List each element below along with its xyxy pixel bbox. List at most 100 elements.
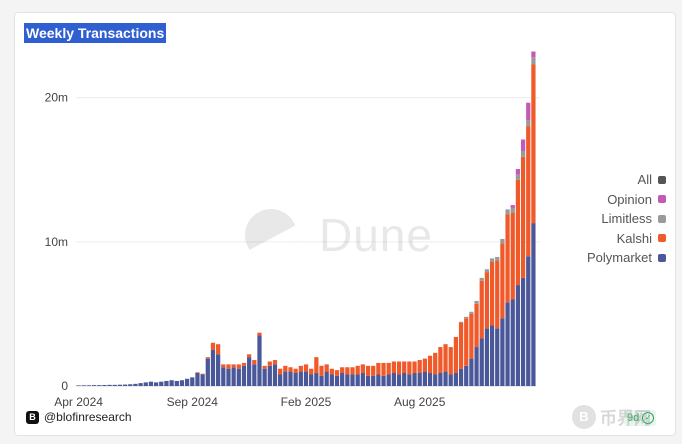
bar-kalshi[interactable]: [298, 365, 303, 372]
bar-polymarket[interactable]: [231, 367, 236, 386]
bar-polymarket[interactable]: [448, 374, 453, 386]
bar-limitless[interactable]: [526, 120, 531, 127]
bar-polymarket[interactable]: [510, 299, 515, 387]
bar-kalshi[interactable]: [205, 357, 210, 359]
author-footer[interactable]: B @blofinresearch: [26, 410, 132, 424]
bar-polymarket[interactable]: [91, 385, 97, 386]
bar-kalshi[interactable]: [489, 262, 495, 326]
bar-polymarket[interactable]: [314, 373, 319, 386]
bar-polymarket[interactable]: [267, 365, 272, 386]
bar-kalshi[interactable]: [329, 368, 334, 375]
bar-polymarket[interactable]: [81, 385, 86, 386]
bar-kalshi[interactable]: [453, 336, 459, 374]
bar-polymarket[interactable]: [221, 367, 226, 386]
bar-kalshi[interactable]: [210, 342, 216, 350]
bar-polymarket[interactable]: [479, 338, 484, 386]
bar-polymarket[interactable]: [122, 384, 128, 386]
bar-polymarket[interactable]: [495, 328, 500, 386]
bar-opinion[interactable]: [515, 169, 521, 175]
bar-polymarket[interactable]: [107, 384, 112, 386]
bar-kalshi[interactable]: [469, 313, 474, 359]
bar-kalshi[interactable]: [417, 360, 422, 374]
bar-kalshi[interactable]: [267, 361, 272, 366]
bar-kalshi[interactable]: [376, 362, 381, 375]
bar-polymarket[interactable]: [200, 374, 205, 386]
query-age-badge[interactable]: 9d ✓: [624, 410, 657, 426]
bar-limitless[interactable]: [458, 321, 464, 323]
bar-polymarket[interactable]: [360, 373, 365, 386]
bar-kalshi[interactable]: [319, 365, 324, 376]
bar-kalshi[interactable]: [464, 318, 469, 366]
bar-polymarket[interactable]: [133, 383, 138, 386]
bar-kalshi[interactable]: [386, 362, 391, 375]
legend-item-polymarket[interactable]: Polymarket: [587, 248, 666, 268]
bar-polymarket[interactable]: [376, 374, 381, 386]
bar-polymarket[interactable]: [303, 371, 309, 386]
bar-kalshi[interactable]: [231, 364, 236, 368]
bar-polymarket[interactable]: [391, 373, 396, 386]
bar-limitless[interactable]: [474, 300, 479, 304]
legend-item-all[interactable]: All: [587, 170, 666, 190]
bar-kalshi[interactable]: [448, 347, 453, 375]
bar-opinion[interactable]: [526, 102, 531, 121]
bar-kalshi[interactable]: [324, 364, 329, 372]
bar-kalshi[interactable]: [458, 322, 464, 369]
bar-limitless[interactable]: [479, 277, 484, 281]
bar-polymarket[interactable]: [153, 382, 159, 386]
bar-kalshi[interactable]: [345, 367, 350, 375]
bar-kalshi[interactable]: [484, 272, 490, 329]
bar-kalshi[interactable]: [288, 367, 293, 372]
bar-polymarket[interactable]: [345, 374, 350, 386]
bar-polymarket[interactable]: [205, 358, 210, 386]
bar-kalshi[interactable]: [479, 280, 484, 339]
bar-kalshi[interactable]: [443, 344, 448, 372]
bar-kalshi[interactable]: [391, 361, 396, 374]
bar-kalshi[interactable]: [505, 214, 510, 303]
bar-kalshi[interactable]: [283, 365, 288, 372]
bar-polymarket[interactable]: [143, 382, 148, 386]
bar-kalshi[interactable]: [427, 355, 433, 374]
author-handle[interactable]: @blofinresearch: [44, 410, 132, 424]
bar-polymarket[interactable]: [365, 375, 371, 386]
bar-limitless[interactable]: [464, 316, 469, 319]
bar-polymarket[interactable]: [174, 380, 179, 386]
bar-kalshi[interactable]: [247, 354, 252, 358]
bar-kalshi[interactable]: [510, 213, 515, 300]
bar-kalshi[interactable]: [252, 360, 257, 365]
bar-polymarket[interactable]: [247, 357, 252, 386]
bar-polymarket[interactable]: [97, 385, 102, 386]
bar-kalshi[interactable]: [438, 347, 443, 374]
bar-polymarket[interactable]: [288, 371, 293, 386]
bar-kalshi[interactable]: [371, 365, 376, 376]
bar-polymarket[interactable]: [355, 374, 360, 386]
bar-polymarket[interactable]: [236, 368, 241, 386]
bar-kalshi[interactable]: [195, 372, 200, 374]
bar-kalshi[interactable]: [241, 362, 247, 366]
bar-kalshi[interactable]: [293, 368, 298, 374]
bar-kalshi[interactable]: [515, 179, 521, 286]
bar-limitless[interactable]: [505, 209, 510, 215]
bar-polymarket[interactable]: [334, 375, 340, 386]
bar-polymarket[interactable]: [500, 318, 505, 386]
bar-polymarket[interactable]: [293, 373, 298, 386]
bar-polymarket[interactable]: [164, 380, 169, 386]
bar-opinion[interactable]: [531, 51, 536, 58]
bar-polymarket[interactable]: [526, 256, 531, 386]
bar-polymarket[interactable]: [427, 373, 433, 386]
bar-kalshi[interactable]: [200, 373, 205, 375]
bar-kalshi[interactable]: [216, 344, 221, 355]
bar-limitless[interactable]: [484, 269, 490, 273]
bar-polymarket[interactable]: [86, 385, 92, 386]
bar-polymarket[interactable]: [298, 371, 303, 386]
bar-limitless[interactable]: [500, 238, 505, 244]
bar-polymarket[interactable]: [458, 368, 464, 386]
bar-kalshi[interactable]: [314, 357, 319, 374]
legend-item-kalshi[interactable]: Kalshi: [587, 229, 666, 249]
bar-kalshi[interactable]: [236, 364, 241, 369]
bar-polymarket[interactable]: [324, 371, 329, 386]
bar-kalshi[interactable]: [309, 368, 314, 375]
bar-polymarket[interactable]: [76, 385, 81, 386]
bar-polymarket[interactable]: [531, 223, 536, 386]
bar-polymarket[interactable]: [128, 384, 133, 386]
bar-opinion[interactable]: [520, 139, 526, 151]
